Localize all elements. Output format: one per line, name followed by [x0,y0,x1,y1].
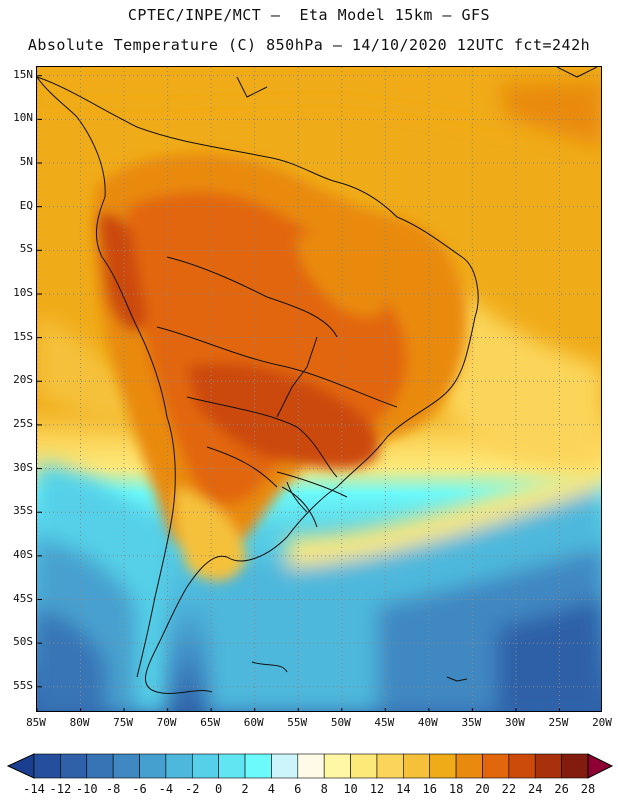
colorbar-swatch [323,753,351,779]
colorbar-swatch [350,753,378,779]
colorbar-label: -10 [75,782,98,796]
colorbar-swatch [429,753,457,779]
colorbar-label: 4 [267,782,276,796]
longitude-label: 80W [69,716,90,729]
colorbar-label: -4 [158,782,174,796]
latitude-label: 35S [13,504,33,518]
colorbar-label: 0 [215,782,223,796]
colorbar-label: 26 [554,782,569,796]
colorbar-swatch [534,753,562,779]
coastline [37,67,598,694]
longitude-label: 60W [243,716,264,729]
colorbar-swatch [112,753,140,779]
cold-air-region [37,462,601,711]
latitude-label: 15S [13,329,33,343]
colorbar [6,753,614,779]
border-1 [166,256,338,338]
latitude-label: 30S [13,460,33,474]
colorbar-swatch [218,753,246,779]
graticule [37,67,601,711]
colorbar-label: 22 [501,782,517,796]
colorbar-label: 16 [422,782,437,796]
colorbar-min-triangle [6,753,35,779]
latitude-label: 5N [19,155,33,169]
caribbean-islands [556,67,598,78]
falklands [251,661,288,673]
colorbar-label: 18 [448,782,464,796]
colorbar-label: 12 [369,782,385,796]
south-georgia [446,676,468,682]
latitude-label: 20S [13,373,33,387]
longitude-label: 35W [461,716,482,729]
longitude-label: 85W [26,716,46,729]
colorbar-label: 14 [396,782,411,796]
colorbar-swatch [60,753,88,779]
colorbar-swatch [376,753,404,779]
colorbar-label: 6 [294,782,302,796]
colorbar-swatch [508,753,536,779]
longitude-label: 30W [504,716,525,729]
colorbar-label: -8 [105,782,121,796]
continent-heat [93,153,467,581]
colorbar-swatch [191,753,219,779]
border-6 [276,471,348,498]
latitude-label: EQ [19,198,33,212]
colorbar-swatch [271,753,299,779]
temperature-map[interactable] [36,66,602,712]
colorbar-label: 28 [580,782,596,796]
colorbar-label: 2 [241,782,249,796]
colorbar-label: -2 [185,782,200,796]
border-4 [206,446,278,488]
longitude-label: 65W [200,716,221,729]
border-2 [156,326,398,408]
chart-subtitle: Absolute Temperature (C) 850hPa – 14/10/… [27,36,591,54]
colorbar-label: -14 [23,782,45,796]
longitude-label: 40W [417,716,438,729]
longitude-label: 45W [374,716,395,729]
chart-title: CPTEC/INPE/MCT – Eta Model 15km – GFS [127,6,491,24]
latitude-label: 50S [13,635,33,649]
colorbar-label: -12 [49,782,72,796]
longitude-label: 20W [592,716,612,729]
colorbar-max-triangle [587,753,614,779]
colorbar-swatch [482,753,510,779]
colorbar-swatch [403,753,431,779]
latitude-label: 10N [13,111,33,125]
colorbar-label: 10 [343,782,358,796]
longitude-label: 75W [113,716,133,729]
longitude-label: 55W [287,716,308,729]
latitude-label: 55S [13,678,33,692]
colorbar-swatch [455,753,483,779]
colorbar-swatch [561,753,589,779]
latitude-label: 5S [19,242,33,256]
colorbar-swatch [86,753,114,779]
colorbar-swatch [33,753,61,779]
colorbar-swatch [165,753,193,779]
border-7 [276,336,318,418]
latitude-label: 40S [13,547,33,561]
west-coast [37,76,176,678]
longitude-label: 25W [548,716,569,729]
colorbar-label: 24 [528,782,543,796]
border-5 [281,486,318,528]
longitude-label: 70W [156,716,177,729]
longitude-label: 50W [330,716,351,729]
latitude-label: 15N [13,67,33,81]
latitude-label: 45S [13,591,33,605]
colorbar-label: 20 [475,782,490,796]
colorbar-swatch [244,753,272,779]
colorbar-swatch [297,753,325,779]
colorbar-swatch [139,753,167,779]
map-canvas [37,67,601,711]
colorbar-label: 8 [320,782,328,796]
latitude-label: 25S [13,416,33,430]
latitude-label: 10S [13,285,33,299]
colorbar-label: -6 [132,782,147,796]
border-3 [186,396,338,478]
south-america-coast [37,76,479,694]
